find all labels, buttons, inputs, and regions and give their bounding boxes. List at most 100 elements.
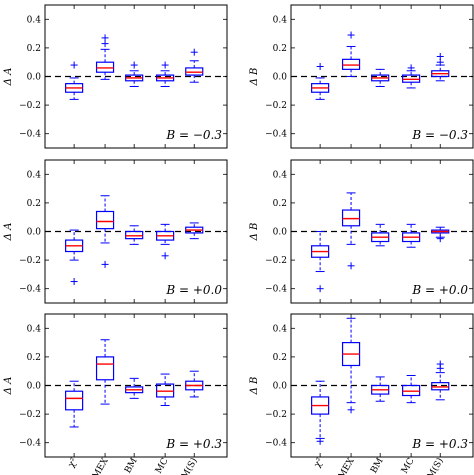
panel-annotation: B = +0.0: [411, 283, 468, 297]
iqr-box: [156, 383, 175, 398]
ytick-label: −0.2: [265, 256, 287, 266]
ytick-label: −0.2: [19, 101, 41, 111]
ytick-label: 0.2: [27, 44, 41, 54]
outlier-marker: [316, 285, 324, 293]
ytick-label: 0.2: [273, 353, 287, 363]
ytick-label: 0.2: [27, 199, 41, 209]
category-label: SIMEX: [332, 456, 357, 475]
box-0: [65, 61, 84, 100]
ytick-label: −0.4: [19, 285, 41, 295]
box-1: [341, 192, 361, 270]
outlier-marker: [407, 64, 415, 72]
ytick-label: 0.2: [273, 199, 287, 209]
box-1: [95, 195, 115, 268]
outlier-marker: [436, 235, 444, 243]
ytick-label: −0.4: [265, 439, 287, 449]
box-2: [371, 223, 390, 247]
category-label: χ²: [67, 456, 80, 469]
panel-2: −0.4 −0.2 0.0 0.2 0.4 Δ A B = +0.0: [3, 159, 228, 304]
iqr-box: [95, 61, 115, 73]
iqr-box: [341, 209, 361, 227]
panel-1: −0.4 −0.2 0.0 0.2 0.4 Δ B B = −0.3: [249, 4, 474, 149]
box-2: [125, 377, 144, 399]
box-4: [185, 370, 204, 398]
iqr-box: [65, 390, 84, 411]
box-4: [431, 52, 450, 82]
box-3: [156, 61, 175, 88]
ytick-label: 0.4: [273, 170, 288, 180]
outlier-marker: [436, 360, 444, 368]
category-label: MC: [154, 456, 171, 475]
iqr-box: [341, 58, 361, 70]
outlier-marker: [347, 406, 355, 414]
y-axis-label: Δ B: [249, 223, 260, 242]
category-label: SIMEX: [86, 456, 111, 475]
iqr-box: [185, 67, 204, 76]
y-axis-label: Δ B: [249, 68, 260, 87]
outlier-marker: [101, 260, 109, 268]
box-3: [402, 374, 421, 404]
outlier-marker: [101, 34, 109, 42]
iqr-box: [431, 382, 450, 391]
ytick-label: 0.2: [273, 44, 287, 54]
panel-annotation: B = −0.3: [165, 128, 222, 142]
ytick-label: −0.2: [19, 256, 41, 266]
box-2: [371, 376, 390, 402]
iqr-box: [402, 74, 421, 83]
outlier-marker: [70, 61, 78, 69]
category-label: MC: [400, 456, 417, 475]
ytick-label: 0.0: [273, 228, 288, 238]
y-axis-label: Δ A: [3, 377, 14, 396]
panel-annotation: B = +0.3: [411, 437, 468, 451]
outlier-marker: [70, 278, 78, 286]
box-3: [402, 223, 421, 248]
category-label: BM: [123, 457, 140, 475]
iqr-box: [125, 230, 144, 240]
iqr-box: [402, 384, 421, 397]
category-label: χ²: [313, 456, 326, 469]
axes-frame: [44, 4, 228, 149]
box-2: [125, 225, 144, 245]
category-label: HM(S): [175, 456, 200, 475]
y-axis-label: Δ A: [3, 223, 14, 242]
box-3: [156, 373, 175, 407]
outlier-marker: [130, 61, 138, 69]
outlier-marker: [347, 31, 355, 39]
box-4: [185, 48, 204, 83]
iqr-box: [95, 356, 115, 381]
outlier-marker: [161, 252, 169, 260]
outlier-marker: [347, 262, 355, 270]
box-0: [65, 229, 84, 286]
ytick-label: 0.0: [27, 228, 42, 238]
ytick-label: 0.4: [27, 170, 42, 180]
outlier-marker: [436, 52, 444, 60]
panel-5: −0.4 −0.2 0.0 0.2 0.4 Δ B B = +0.3 χ² SIMEX BM MC H…: [249, 313, 474, 475]
box-2: [125, 61, 144, 88]
box-0: [311, 231, 330, 293]
ytick-label: 0.4: [273, 324, 288, 334]
y-axis-label: Δ B: [249, 377, 260, 396]
box-3: [402, 64, 421, 89]
box-2: [371, 68, 390, 88]
panel-annotation: B = −0.3: [411, 128, 468, 142]
ytick-label: 0.0: [27, 382, 42, 392]
ytick-label: −0.2: [265, 410, 287, 420]
box-3: [156, 223, 175, 260]
box-1: [95, 339, 115, 405]
panel-4: −0.4 −0.2 0.0 0.2 0.4 Δ A B = +0.3 χ² SIMEX BM MC H…: [3, 313, 228, 475]
box-4: [431, 226, 450, 243]
ytick-label: 0.2: [27, 353, 41, 363]
ytick-label: 0.4: [27, 15, 42, 25]
ytick-label: 0.0: [273, 382, 288, 392]
box-4: [431, 360, 450, 401]
ytick-label: 0.0: [273, 73, 288, 83]
panel-3: −0.4 −0.2 0.0 0.2 0.4 Δ B B = +0.0: [249, 159, 474, 304]
box-0: [65, 380, 84, 428]
ytick-label: 0.4: [273, 15, 288, 25]
category-label: HM(S): [421, 456, 446, 475]
outlier-marker: [161, 61, 169, 69]
box-1: [341, 31, 361, 77]
axes-frame: [290, 159, 474, 304]
outlier-marker: [316, 62, 324, 70]
outlier-marker: [316, 437, 324, 445]
